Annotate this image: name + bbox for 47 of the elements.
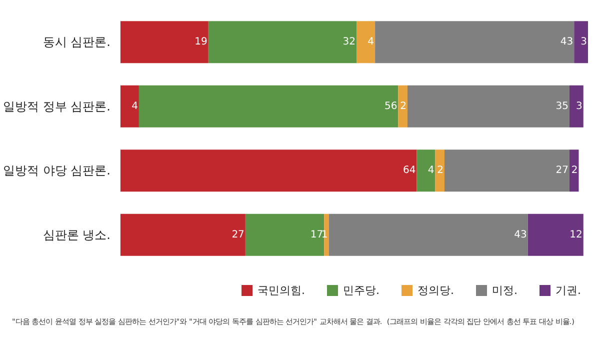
data-label: 2	[437, 165, 444, 176]
bar	[416, 150, 436, 192]
data-label: 12	[570, 229, 582, 240]
data-label: 4	[368, 36, 374, 48]
bar	[569, 150, 579, 192]
legend-label: 민주당.	[343, 284, 380, 297]
bar	[120, 85, 139, 128]
bar	[435, 150, 444, 192]
data-label: 2	[571, 165, 578, 176]
y-tick-label: 일방적 야당 심판론.	[2, 164, 110, 178]
legend-label: 국민의힘.	[258, 284, 306, 297]
y-tick-label: 동시 심판론.	[42, 35, 110, 50]
data-label: 4	[428, 165, 434, 176]
bar	[398, 85, 408, 128]
data-label: 56	[384, 100, 398, 112]
data-label: 19	[194, 36, 208, 48]
legend-label: 기권.	[556, 284, 582, 297]
data-label: 17	[310, 229, 324, 240]
data-label: 3	[580, 36, 587, 48]
bar	[375, 21, 574, 64]
y-tick-label: 일방적 정부 심판론.	[2, 99, 110, 114]
data-label: 3	[576, 100, 582, 112]
bar	[528, 214, 584, 256]
bar	[444, 150, 570, 192]
data-label: 43	[514, 229, 527, 240]
bar	[208, 21, 357, 64]
data-label: 64	[402, 165, 416, 176]
bar	[574, 21, 588, 64]
y-tick-label: 심판론 냉소.	[42, 228, 110, 242]
bar	[569, 85, 584, 128]
data-label: 2	[400, 100, 406, 112]
data-label: 4	[132, 100, 138, 112]
bar	[120, 214, 246, 256]
bar	[138, 85, 398, 128]
bar	[328, 214, 528, 256]
data-label: 27	[556, 165, 568, 176]
legend-label: 미정.	[492, 284, 518, 297]
legend-label: 정의당.	[418, 284, 454, 297]
data-label: 32	[342, 36, 356, 48]
data-label: 35	[556, 100, 568, 112]
data-label: 43	[560, 36, 574, 48]
data-label: 27	[232, 229, 244, 240]
bar	[407, 85, 570, 128]
bar	[245, 214, 324, 256]
bar	[120, 150, 417, 192]
bar	[120, 21, 208, 64]
bar	[356, 21, 376, 64]
